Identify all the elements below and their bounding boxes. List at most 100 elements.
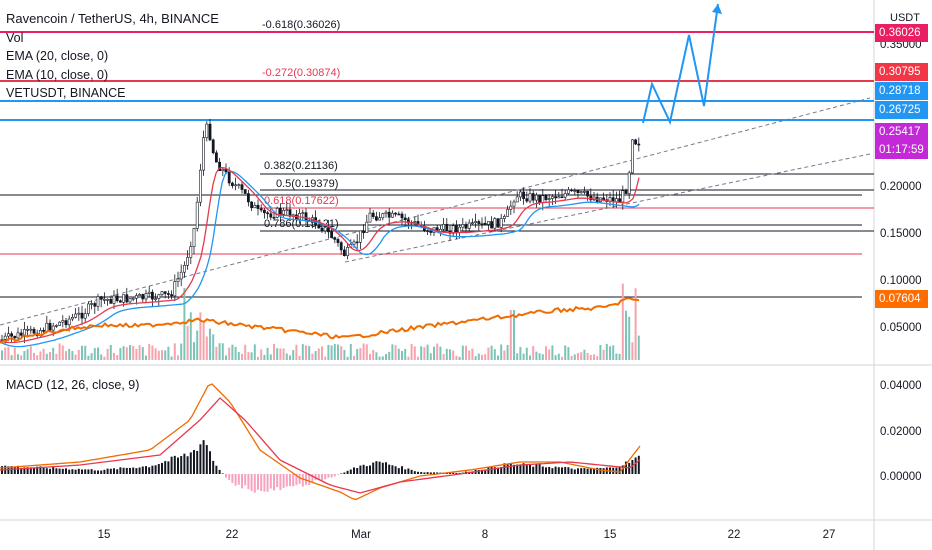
ema20-indicator-label[interactable]: EMA (20, close, 0) [6,49,109,63]
volume-bar [36,355,39,360]
volume-bar [583,349,586,360]
macd-histogram-bar [321,474,323,481]
volume-bar [157,350,160,360]
candle-body [365,221,369,234]
macd-histogram-bar [65,468,67,474]
symbol-title[interactable]: Ravencoin / TetherUS, 4h, BINANCE [6,11,219,26]
volume-bar [61,345,64,360]
volume-bar [247,352,250,360]
volume-bar [177,355,179,360]
volume-bar [212,334,215,360]
volume-bar [250,352,253,360]
volume-bar [349,344,352,360]
macd-histogram-bar [33,467,35,474]
macd-histogram-bar [487,467,490,474]
volume-bar [580,352,583,360]
volume-bar [385,354,387,360]
volume-bar [39,351,42,360]
price-tag-text: 0.07604 [879,293,921,305]
macd-histogram-bar [100,470,103,474]
macd-histogram-bar [372,462,375,474]
macd-line[interactable] [0,383,641,501]
volume-bar [461,345,464,360]
candle-body [96,296,100,307]
candle-body [247,193,250,203]
candle-body [576,190,580,194]
candle-body [243,189,247,194]
macd-histogram-bar [295,474,298,486]
ema10-indicator-label[interactable]: EMA (10, close, 0) [6,67,109,82]
macd-histogram-bar [23,467,26,474]
volume-bar [637,335,640,360]
macd-histogram-bar [628,462,631,474]
volume-bar [413,346,416,360]
macd-indicator-label[interactable]: MACD (12, 26, close, 9) [6,378,140,392]
macd-histogram-bar [580,468,583,474]
candle-body [7,333,10,337]
trend-line[interactable] [0,97,871,326]
candle-body [442,223,446,230]
ema-10-line[interactable] [0,166,640,344]
macd-histogram-bar [564,466,567,474]
volume-bar [609,346,611,360]
volume-bar [84,345,87,360]
macd-histogram-bar [221,473,224,474]
volume-bar [497,355,499,360]
volume-bar [362,343,365,360]
macd-histogram-bar [10,466,13,474]
candle-body [528,193,532,202]
candle-body [467,222,471,229]
volume-bar [404,348,407,360]
volume-bar [500,344,503,360]
volume-bar [343,349,346,360]
price-tag-text: 0.26725 [879,104,921,116]
macd-histogram-bar [349,469,352,474]
volume-bar [548,349,551,360]
volume-bar [324,356,327,360]
volume-bar [554,355,557,360]
macd-histogram-bar [215,465,218,474]
ema-20-line[interactable] [0,170,640,348]
compare-symbol-label[interactable]: VETUSDT, BINANCE [6,86,126,100]
trend-line[interactable] [344,153,871,263]
volume-bar [340,346,343,360]
volume-bar [205,336,208,360]
candle-body [231,182,234,187]
macd-histogram-bar [369,465,371,474]
volume-bar [151,345,154,360]
candle-body [199,169,202,203]
candle-body [403,217,407,220]
macd-tick: 0.04000 [880,380,922,392]
volume-bar [81,345,83,360]
volume-bar [445,348,448,360]
vetusdt-line[interactable] [0,297,640,344]
volume-bar [4,347,7,360]
volume-indicator-label[interactable]: Vol [6,30,24,45]
macd-histogram-bar [519,464,522,474]
volume-bar [330,345,333,360]
macd-histogram-bar [17,465,19,474]
macd-histogram-bar [301,474,304,487]
candle-body [218,161,222,172]
volume-bar [55,353,58,360]
macd-histogram-bar [58,468,61,474]
signal-line[interactable] [0,397,641,494]
candle-body [211,139,215,154]
volume-bar [180,343,183,360]
projection-path[interactable] [642,3,719,126]
macd-histogram-bar [404,469,407,474]
candle-body [186,257,190,266]
volume-bar [42,348,45,360]
macd-histogram-bar [596,467,599,474]
candle-body [224,168,228,173]
volume-bar [116,355,119,360]
candle-body [16,332,20,339]
macd-histogram-bar [433,472,435,474]
fib-label: 0.618(0.17622) [264,195,339,207]
macd-histogram-bar [631,459,634,474]
candle-body [352,241,356,245]
candle-body [515,196,519,203]
volume-bar [301,344,304,360]
